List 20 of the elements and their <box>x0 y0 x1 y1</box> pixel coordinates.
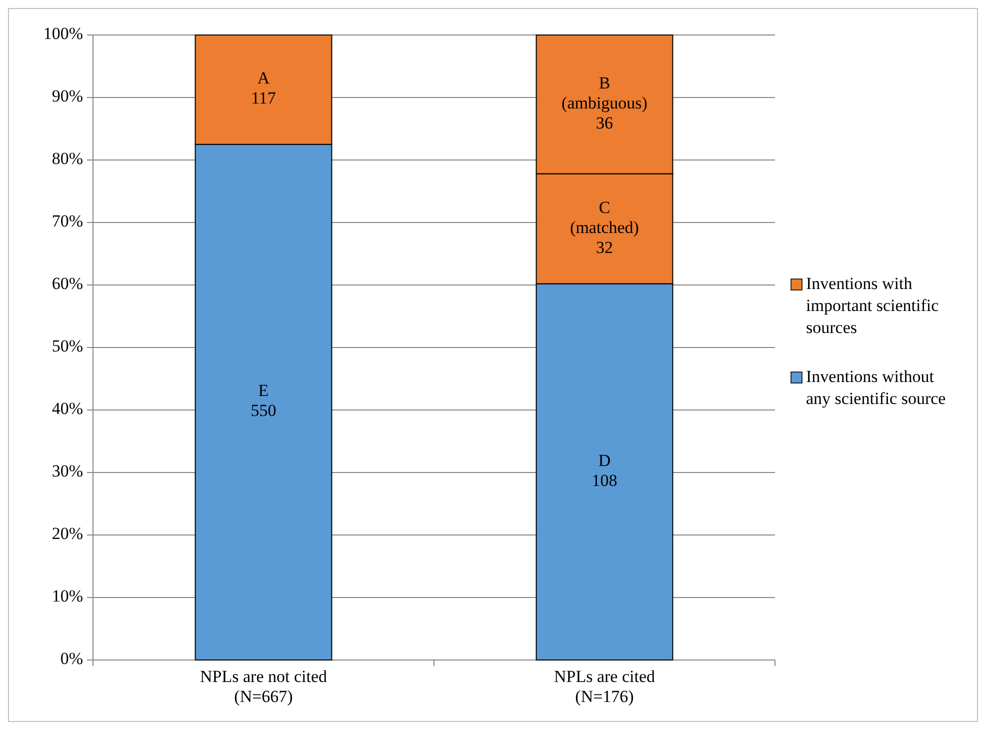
x-tick-label: NPLs are cited (N=176) <box>554 667 656 706</box>
y-tick-label: 70% <box>52 211 83 230</box>
y-tick-label: 80% <box>52 148 83 168</box>
y-tick-label: 90% <box>52 86 83 106</box>
x-tick-label: NPLs are not cited (N=667) <box>200 667 328 706</box>
y-tick-label: 30% <box>52 461 83 480</box>
y-tick-label: 10% <box>52 586 83 606</box>
annotation: B (ambiguous) 36 <box>562 73 648 132</box>
y-tick-label: 60% <box>52 274 83 293</box>
annotation: D 108 <box>592 450 618 490</box>
legend-label: Inventions without any scientific source <box>806 366 946 408</box>
annotation: A 117 <box>251 68 276 108</box>
annotation: E 550 <box>250 381 276 420</box>
annotation: C (matched) 32 <box>570 198 639 257</box>
y-tick-label: 20% <box>52 524 83 543</box>
y-tick-label: 0% <box>60 648 83 668</box>
y-tick-label: 100% <box>43 24 83 43</box>
y-tick-label: 40% <box>52 398 83 418</box>
y-tick-label: 50% <box>52 336 83 356</box>
legend-label: Inventions with important scientific sources <box>806 274 940 337</box>
